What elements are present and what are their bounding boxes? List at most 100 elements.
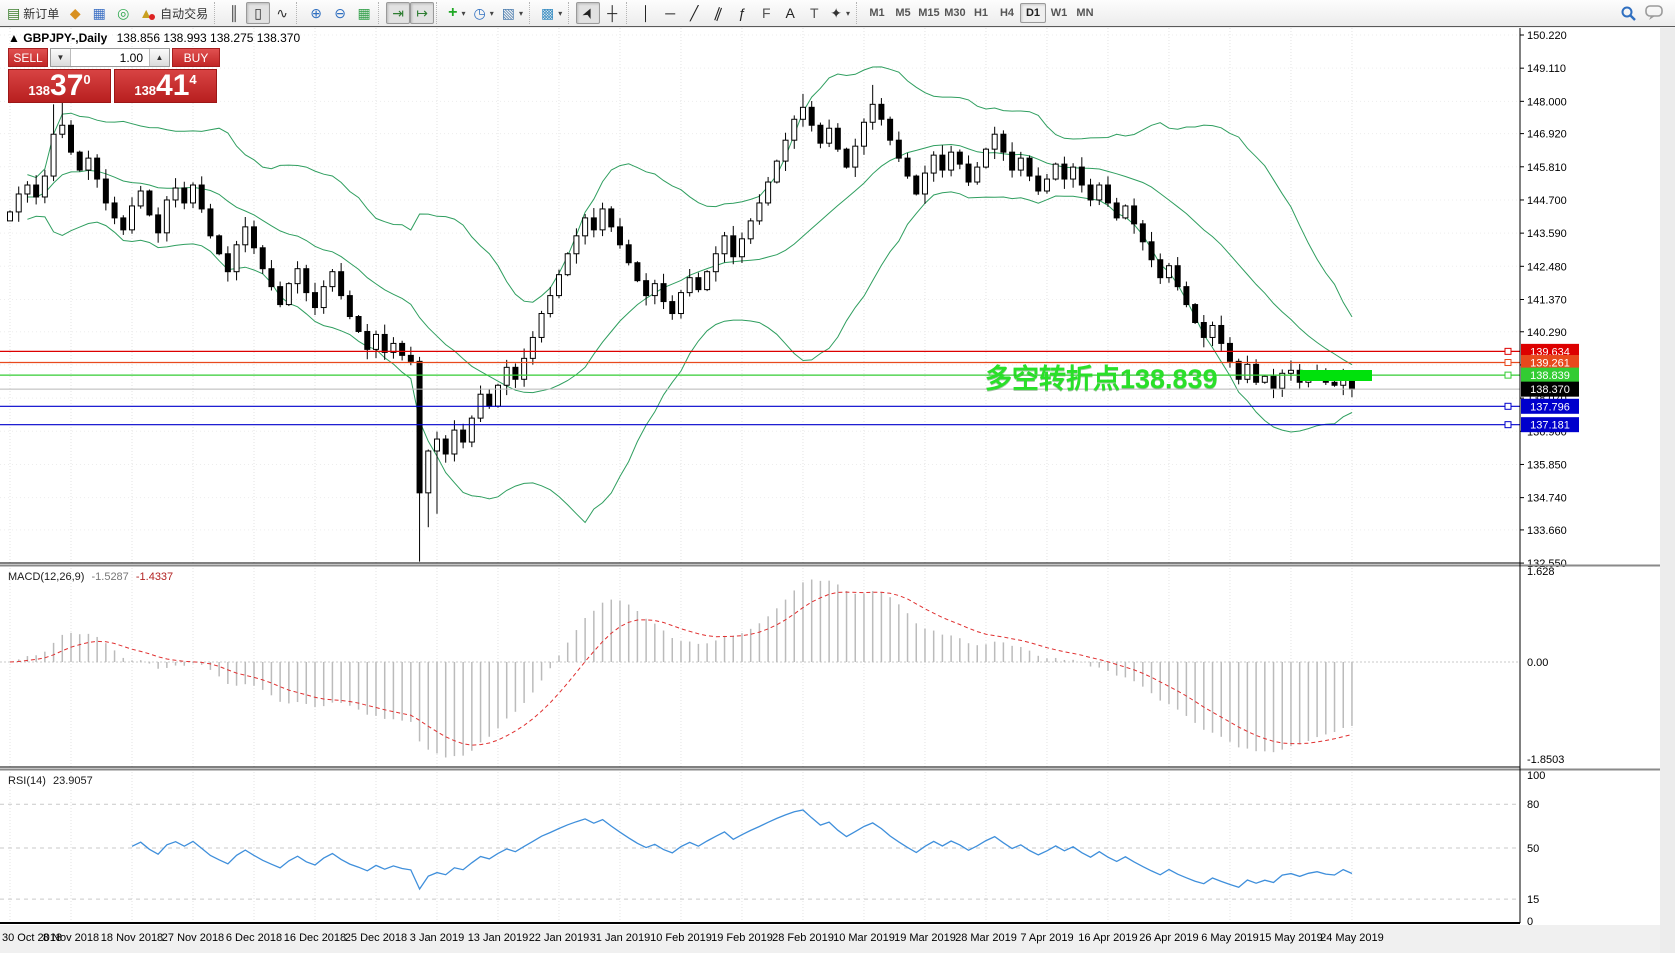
fibonacci-button[interactable]: ƒ — [730, 2, 754, 24]
chart-text-annotation[interactable]: 多空转折点138.839 — [985, 364, 1218, 394]
signals-button[interactable]: ◎ — [111, 2, 135, 24]
sell-price-display[interactable]: 138 37 0 — [8, 69, 111, 103]
svg-text:3 Jan 2019: 3 Jan 2019 — [410, 932, 464, 944]
cursor-button[interactable]: ➤ — [576, 2, 601, 24]
main-toolbar: ▤ 新订单 ◆ ▦ ◎ ▲ 自动交易 ║ ▯ ∿ ⊕ ⊖ ▦ ⇥ ↦ + ▾ ◷ ▾ ▧ ▾ ▩ ▾ ➤ ┼ │ ─ ╱ ∥ ƒ F A T ✦ ▾… — [0, 0, 1675, 27]
vline-button[interactable]: │ — [634, 2, 658, 24]
chat-icon[interactable] — [1645, 5, 1665, 21]
auto-scroll-button[interactable]: ⇥ — [386, 2, 411, 24]
svg-text:13 Jan 2019: 13 Jan 2019 — [468, 932, 529, 944]
svg-text:10 Mar 2019: 10 Mar 2019 — [833, 932, 895, 944]
timeframe-m1-button[interactable]: M1 — [869, 7, 885, 19]
volume-input[interactable]: 1.00 — [119, 50, 143, 65]
svg-text:139.261: 139.261 — [1530, 358, 1570, 370]
toolbar-separator — [436, 2, 442, 24]
svg-text:133.660: 133.660 — [1527, 525, 1567, 537]
text-button[interactable]: A — [778, 2, 802, 24]
auto-scroll-icon: ⇥ — [392, 5, 404, 21]
svg-text:144.700: 144.700 — [1527, 195, 1567, 207]
signals-icon: ◎ — [117, 5, 130, 21]
window-right-gutter — [1660, 28, 1675, 953]
rsi-value: 23.9057 — [52, 775, 93, 787]
volume-decrease-button[interactable]: ▼ — [51, 49, 71, 66]
sell-price-big: 37 — [50, 69, 84, 102]
buy-price-prefix: 138 — [134, 83, 157, 98]
price-axis: 150.220 149.110 148.000 146.920 145.810 144.7… — [1520, 30, 1567, 570]
buy-button[interactable]: BUY — [172, 48, 220, 67]
panel-borders — [0, 28, 1660, 924]
svg-text:16 Dec 2018: 16 Dec 2018 — [284, 932, 346, 944]
svg-text:0: 0 — [1527, 916, 1533, 928]
crosshair-button[interactable]: ┼ — [600, 2, 624, 24]
fibo-fan-icon: F — [761, 5, 771, 21]
timeframe-m5-button[interactable]: M5 — [895, 7, 911, 19]
dropdown-arrow-icon: ▾ — [489, 8, 494, 18]
svg-text:15 May 2019: 15 May 2019 — [1259, 932, 1323, 944]
periods-button[interactable]: ◷ ▾ — [469, 2, 497, 24]
svg-text:19 Mar 2019: 19 Mar 2019 — [894, 932, 956, 944]
timeframe-w1-button[interactable]: W1 — [1050, 7, 1068, 19]
svg-text:142.480: 142.480 — [1527, 261, 1567, 273]
timeframe-mn-button[interactable]: MN — [1076, 7, 1094, 19]
indicators-button[interactable]: + ▾ — [444, 2, 469, 24]
highlight-rectangle[interactable] — [1300, 370, 1372, 381]
trendline-icon: ╱ — [690, 5, 699, 21]
svg-text:141.370: 141.370 — [1527, 294, 1567, 306]
line-chart-button[interactable]: ∿ — [270, 2, 294, 24]
zoom-out-button[interactable]: ⊖ — [328, 2, 352, 24]
svg-text:28 Mar 2019: 28 Mar 2019 — [955, 932, 1017, 944]
zoom-in-button[interactable]: ⊕ — [304, 2, 328, 24]
sell-price-sup: 0 — [83, 72, 91, 87]
candlestick-chart-button[interactable]: ▯ — [246, 2, 271, 24]
dropdown-arrow-icon: ▾ — [518, 8, 523, 18]
trendline-button[interactable]: ╱ — [682, 2, 706, 24]
fibonacci-icon: ƒ — [738, 5, 747, 21]
templates-button[interactable]: ▧ ▾ — [498, 2, 527, 24]
svg-text:25 Dec 2018: 25 Dec 2018 — [345, 932, 407, 944]
rsi-name: RSI(14) — [8, 775, 46, 787]
svg-text:-1.8503: -1.8503 — [1527, 754, 1564, 766]
toolbar-separator — [214, 2, 220, 24]
dropdown-arrow-icon: ▾ — [461, 8, 466, 18]
search-icon[interactable] — [1620, 5, 1637, 22]
svg-text:8 Nov 2018: 8 Nov 2018 — [43, 932, 99, 944]
sell-button[interactable]: SELL — [8, 48, 48, 67]
toolbar-separator — [296, 2, 302, 24]
toolbar-separator — [528, 2, 535, 24]
svg-text:134.740: 134.740 — [1527, 493, 1567, 505]
autotrade-button[interactable]: ▲ 自动交易 — [135, 2, 212, 24]
svg-text:0.00: 0.00 — [1527, 657, 1548, 669]
chart-template-button[interactable]: ▩ ▾ — [537, 2, 566, 24]
candles — [7, 84, 1355, 562]
collapse-triangle-icon[interactable]: ▲ — [8, 31, 20, 45]
volume-increase-button[interactable]: ▲ — [149, 49, 169, 66]
timeframe-d1-button[interactable]: D1 — [1019, 3, 1046, 23]
indicators-icon: + — [448, 4, 458, 21]
volume-stepper: ▼ 1.00 ▲ — [50, 48, 170, 67]
timeframe-h4-button[interactable]: H4 — [999, 7, 1014, 19]
timeframe-h1-button[interactable]: H1 — [973, 7, 988, 19]
new-order-button[interactable]: ▤ 新订单 — [3, 2, 63, 24]
arrows-button[interactable]: ✦ ▾ — [826, 2, 854, 24]
timeframe-m15-button[interactable]: M15 — [918, 7, 940, 19]
bar-chart-button[interactable]: ║ — [222, 2, 246, 24]
svg-text:28 Feb 2019: 28 Feb 2019 — [772, 932, 834, 944]
eraser-button[interactable]: ◆ — [63, 2, 87, 24]
timeframe-m30-button[interactable]: M30 — [944, 7, 966, 19]
profiles-button[interactable]: ▦ — [87, 2, 111, 24]
text-label-button[interactable]: T — [802, 2, 826, 24]
tile-windows-button[interactable]: ▦ — [352, 2, 376, 24]
text-icon: A — [785, 5, 795, 21]
svg-text:132.550: 132.550 — [1527, 558, 1567, 570]
channel-button[interactable]: ∥ — [706, 2, 730, 24]
buy-price-display[interactable]: 138 41 4 — [114, 69, 217, 103]
fibo-fan-button[interactable]: F — [754, 2, 778, 24]
chart-window[interactable]: 150.220 149.110 148.000 146.920 145.810 144.7… — [0, 28, 1660, 953]
chart-shift-button[interactable]: ↦ — [410, 2, 435, 24]
vline-icon: │ — [641, 5, 651, 21]
hline-button[interactable]: ─ — [658, 2, 682, 24]
chart-template-icon: ▩ — [540, 5, 555, 21]
ohlc-values: 138.856 138.993 138.275 138.370 — [116, 31, 301, 45]
svg-text:26 Apr 2019: 26 Apr 2019 — [1139, 932, 1198, 944]
price-chart[interactable]: 150.220 149.110 148.000 146.920 145.810 144.7… — [0, 28, 1660, 953]
